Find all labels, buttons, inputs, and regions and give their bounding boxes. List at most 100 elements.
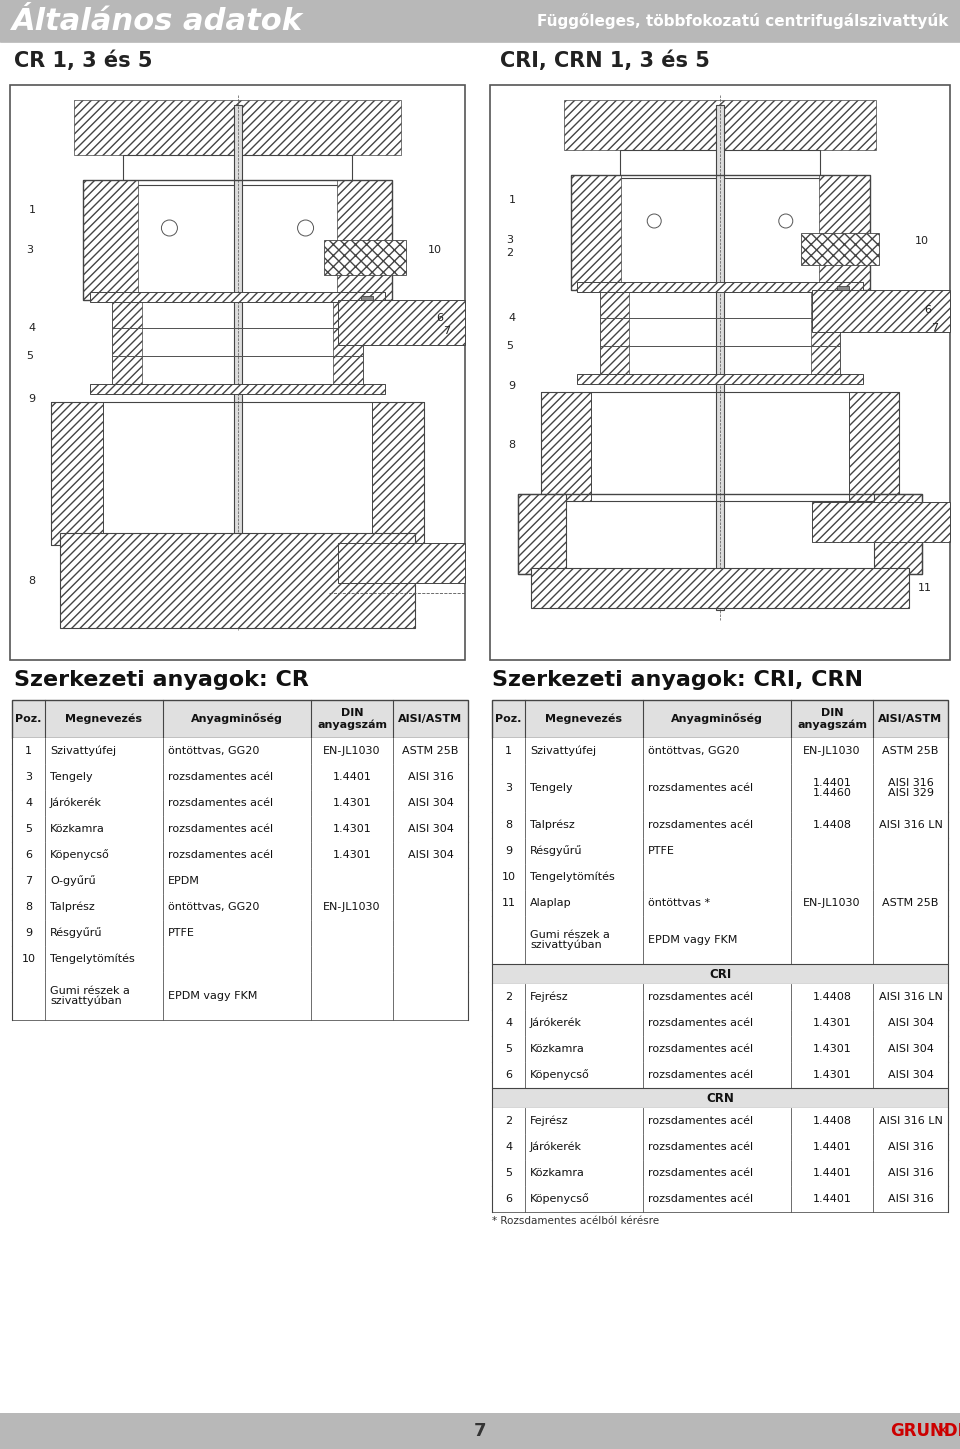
Text: rozsdamentes acél: rozsdamentes acél: [648, 993, 754, 1003]
Text: EPDM vagy FKM: EPDM vagy FKM: [648, 935, 737, 945]
Text: AISI 329: AISI 329: [887, 788, 933, 798]
Text: AISI 316: AISI 316: [888, 1194, 933, 1204]
Text: AISI 316 LN: AISI 316 LN: [878, 993, 943, 1003]
Bar: [600, 317, 629, 346]
Text: 4: 4: [505, 1019, 512, 1027]
Bar: [112, 356, 363, 384]
Text: 4: 4: [509, 313, 516, 323]
Bar: [492, 764, 948, 811]
Text: EN-JL1030: EN-JL1030: [324, 746, 381, 756]
Bar: [600, 346, 840, 374]
Bar: [570, 175, 870, 290]
Text: rozsdamentes acél: rozsdamentes acél: [168, 851, 274, 861]
Text: DIN
anyagszám: DIN anyagszám: [317, 709, 387, 730]
Bar: [492, 964, 948, 984]
Bar: [716, 104, 724, 610]
Text: 1.4460: 1.4460: [812, 788, 852, 798]
Bar: [801, 232, 879, 265]
Bar: [492, 838, 948, 864]
Bar: [233, 104, 242, 620]
Bar: [492, 916, 948, 964]
Text: Gumi részek a: Gumi részek a: [50, 985, 130, 995]
Text: 1.4301: 1.4301: [812, 1069, 852, 1080]
Text: 3: 3: [25, 772, 32, 782]
Text: 1.4401: 1.4401: [812, 1168, 852, 1178]
Text: Szerkezeti anyagok: CR: Szerkezeti anyagok: CR: [14, 669, 309, 690]
Text: 9: 9: [25, 927, 32, 938]
Text: PTFE: PTFE: [648, 846, 675, 856]
Bar: [492, 1062, 948, 1088]
Text: AISI 304: AISI 304: [888, 1043, 933, 1053]
Bar: [570, 175, 621, 290]
Text: 1: 1: [505, 746, 512, 756]
Bar: [492, 700, 948, 738]
Bar: [324, 241, 406, 275]
Text: 4: 4: [25, 798, 32, 809]
Text: Talprész: Talprész: [530, 820, 575, 830]
Text: rozsdamentes acél: rozsdamentes acél: [168, 824, 274, 835]
Text: AISI/ASTM: AISI/ASTM: [398, 714, 463, 724]
Text: rozsdamentes acél: rozsdamentes acél: [648, 1194, 754, 1204]
Bar: [89, 384, 385, 394]
Text: 3: 3: [507, 235, 514, 245]
Text: rozsdamentes acél: rozsdamentes acél: [648, 1168, 754, 1178]
Text: Köpenycső: Köpenycső: [530, 1069, 589, 1081]
Bar: [600, 290, 629, 317]
Text: Fejrész: Fejrész: [530, 1116, 568, 1126]
Text: rozsdamentes acél: rozsdamentes acél: [648, 1069, 754, 1080]
Bar: [600, 290, 840, 317]
Text: 1: 1: [25, 746, 32, 756]
Text: AISI 316 LN: AISI 316 LN: [878, 820, 943, 830]
Bar: [517, 494, 923, 574]
Text: 3: 3: [505, 782, 512, 793]
Text: 5: 5: [507, 341, 514, 351]
Text: 2: 2: [507, 248, 514, 258]
Bar: [492, 1135, 948, 1161]
Bar: [12, 920, 468, 946]
Text: rozsdamentes acél: rozsdamentes acél: [168, 772, 274, 782]
Text: Résgyűrű: Résgyűrű: [530, 846, 583, 856]
Text: 10: 10: [21, 953, 36, 964]
Bar: [492, 1010, 948, 1036]
Bar: [12, 868, 468, 894]
Bar: [492, 1161, 948, 1185]
Text: AISI/ASTM: AISI/ASTM: [878, 714, 943, 724]
Bar: [492, 811, 948, 838]
Bar: [112, 300, 142, 327]
Bar: [836, 285, 849, 294]
Bar: [620, 151, 820, 178]
Bar: [490, 85, 950, 659]
Text: 8: 8: [509, 440, 516, 451]
Bar: [492, 1036, 948, 1062]
Text: Megnevezés: Megnevezés: [65, 714, 142, 724]
Text: Köpenycső: Köpenycső: [50, 849, 109, 861]
Bar: [492, 1108, 948, 1135]
Bar: [577, 283, 863, 293]
Bar: [12, 842, 468, 868]
Text: 5: 5: [25, 824, 32, 835]
Text: 7: 7: [473, 1421, 487, 1440]
Text: Közkamra: Közkamra: [530, 1043, 585, 1053]
Text: rozsdamentes acél: rozsdamentes acél: [648, 1019, 754, 1027]
Text: AISI 316: AISI 316: [888, 1142, 933, 1152]
Text: rozsdamentes acél: rozsdamentes acél: [168, 798, 274, 809]
Bar: [83, 180, 138, 300]
Text: CRI: CRI: [708, 968, 732, 981]
Bar: [112, 300, 363, 327]
Text: ASTM 25B: ASTM 25B: [402, 746, 459, 756]
Text: Gumi részek a: Gumi részek a: [530, 930, 610, 940]
Bar: [112, 327, 363, 356]
Text: CR 1, 3 és 5: CR 1, 3 és 5: [14, 51, 153, 71]
Bar: [874, 494, 923, 574]
Bar: [372, 401, 424, 545]
Text: szivattyúban: szivattyúban: [530, 940, 602, 951]
Bar: [0, 0, 960, 42]
Bar: [74, 100, 401, 155]
Text: ASTM 25B: ASTM 25B: [882, 898, 939, 909]
Bar: [338, 300, 465, 345]
Text: 1.4401: 1.4401: [332, 772, 372, 782]
Bar: [819, 175, 870, 290]
Text: Függőleges, többfokozatú centrifugálszivattyúk: Függőleges, többfokozatú centrifugálsziv…: [537, 13, 948, 29]
Text: Poz.: Poz.: [495, 714, 521, 724]
Text: Anyagminőség: Anyagminőség: [191, 713, 283, 724]
